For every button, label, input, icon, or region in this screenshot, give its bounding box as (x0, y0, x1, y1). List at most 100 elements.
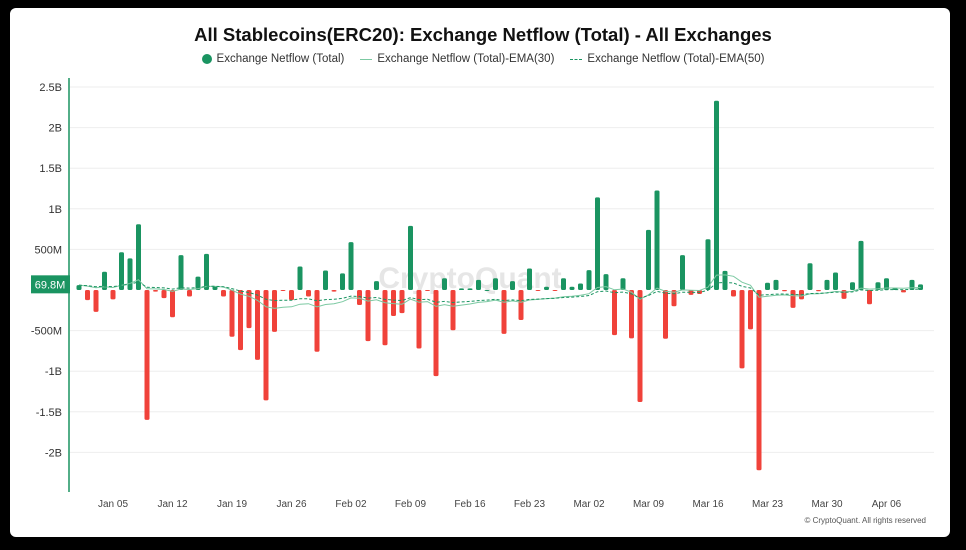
bar (382, 290, 388, 346)
x-tick-label: Jan 19 (217, 499, 247, 510)
legend-dashed-line-icon (570, 58, 583, 60)
bar (850, 282, 855, 290)
legend-label: Exchange Netflow (Total)-EMA(50) (587, 53, 765, 65)
legend-item-netflow[interactable]: Exchange Netflow (Total) (201, 53, 345, 65)
bar (476, 279, 481, 290)
bar (221, 290, 226, 297)
bar (340, 273, 345, 290)
bar (229, 290, 235, 337)
bar (357, 290, 362, 306)
bar (629, 290, 634, 339)
bar (144, 290, 150, 420)
x-tick-label: Jan 26 (276, 499, 306, 510)
bar (416, 290, 422, 349)
last-value-badge (31, 275, 70, 294)
bar (561, 278, 566, 290)
bar (773, 279, 779, 290)
x-tick-label: Feb 23 (514, 499, 546, 510)
bar (875, 282, 881, 290)
bar (552, 290, 558, 291)
y-tick-label: 2.5B (39, 82, 62, 94)
bar (127, 258, 133, 290)
bar (272, 290, 277, 332)
y-tick-label: -1B (45, 366, 62, 378)
x-tick-label: Mar 30 (811, 499, 843, 510)
bar (425, 290, 430, 291)
bar (858, 240, 864, 290)
bar (595, 197, 600, 290)
bar (586, 270, 592, 290)
bar (705, 239, 711, 290)
x-tick-label: Mar 23 (752, 499, 784, 510)
bar (807, 263, 813, 290)
bar (170, 290, 175, 318)
bar (484, 290, 490, 291)
bar (246, 290, 252, 329)
bar (535, 290, 541, 291)
bar (569, 286, 575, 290)
legend: Exchange Netflow (Total) Exchange Netflo… (0, 53, 966, 65)
bar (93, 290, 99, 312)
copyright: © CryptoQuant. All rights reserved (804, 516, 927, 525)
x-tick-label: Feb 09 (395, 499, 427, 510)
bar (408, 225, 413, 290)
y-tick-label: 500M (34, 244, 62, 256)
y-tick-label: 1.5B (39, 163, 62, 175)
bar (756, 290, 762, 471)
bar (501, 290, 507, 334)
bar (153, 290, 158, 292)
bar (833, 272, 838, 290)
x-tick-label: Apr 06 (872, 499, 902, 510)
bar (731, 290, 736, 297)
bar (884, 278, 889, 290)
bar (493, 278, 498, 290)
legend-label: Exchange Netflow (Total) (216, 53, 345, 65)
bar (365, 290, 371, 342)
bar (442, 278, 447, 290)
y-tick-label: -500M (31, 326, 62, 338)
bar (255, 290, 260, 360)
bar (782, 290, 787, 292)
bar (510, 281, 515, 290)
bar (467, 288, 473, 290)
bar (637, 290, 643, 403)
bar (867, 290, 872, 305)
x-tick-label: Jan 12 (157, 499, 187, 510)
bar (544, 286, 549, 290)
bar (450, 290, 456, 331)
bar (816, 290, 821, 292)
legend-line-icon (360, 58, 373, 60)
legend-item-ema30[interactable]: Exchange Netflow (Total)-EMA(30) (360, 53, 554, 65)
bar (433, 290, 439, 377)
ema50-line (78, 281, 921, 304)
bar (102, 271, 107, 290)
bar (578, 283, 583, 290)
bar (459, 288, 464, 290)
bar (289, 290, 294, 301)
bar (901, 290, 906, 293)
x-tick-label: Mar 16 (692, 499, 724, 510)
bar (136, 224, 141, 290)
legend-item-ema50[interactable]: Exchange Netflow (Total)-EMA(50) (570, 53, 764, 65)
bar (204, 253, 209, 290)
bar (909, 279, 915, 290)
bar (399, 290, 405, 314)
bar (612, 290, 617, 336)
chart-title: All Stablecoins(ERC20): Exchange Netflow… (194, 24, 772, 45)
bar (297, 266, 303, 290)
bar (195, 276, 201, 290)
bar (714, 100, 719, 290)
bar (76, 285, 82, 290)
bar (178, 255, 184, 290)
bar (331, 290, 337, 292)
bar (790, 290, 796, 308)
bar (518, 290, 524, 321)
y-tick-label: -1.5B (36, 407, 62, 419)
bar (765, 282, 770, 290)
x-tick-label: Jan 05 (98, 499, 128, 510)
bar (739, 290, 745, 369)
bar (187, 290, 192, 297)
bar (238, 290, 243, 351)
y-tick-label: 1B (49, 204, 62, 216)
